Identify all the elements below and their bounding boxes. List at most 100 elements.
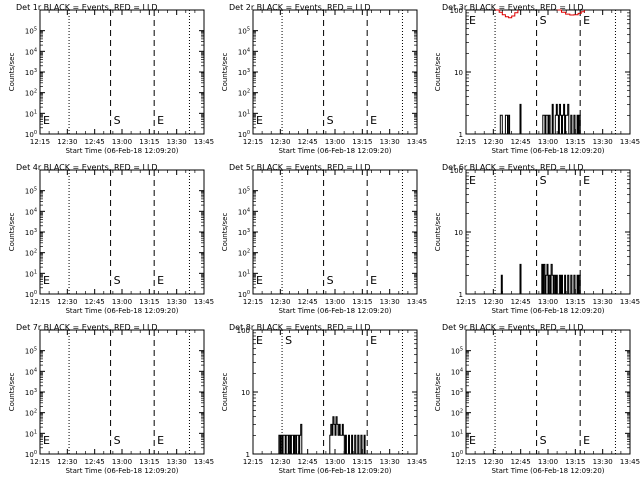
x-tick-label: 12:30 bbox=[270, 298, 290, 306]
y-axis-label: Counts/sec bbox=[8, 373, 16, 412]
y-axis-label: Counts/sec bbox=[434, 373, 442, 412]
panel-det-9r: Det 9r BLACK = Events, RED = LLD Counts/s… bbox=[434, 323, 640, 475]
y-tick-label: 104 bbox=[238, 207, 250, 216]
x-tick-label: 12:30 bbox=[270, 138, 290, 146]
x-axis-label: Start Time (06-Feb-18 12:09:20) bbox=[65, 147, 178, 155]
y-tick-label: 103 bbox=[25, 228, 37, 237]
panel-title: Det 9r BLACK = Events, RED = LLD bbox=[442, 323, 584, 332]
x-tick-label: 13:30 bbox=[593, 458, 613, 466]
x-tick-label: 12:45 bbox=[511, 458, 531, 466]
panel-det-4r: Det 4r BLACK = Events, RED = LLD Counts/s… bbox=[8, 163, 214, 315]
x-tick-label: 13:00 bbox=[538, 458, 558, 466]
x-tick-label: 13:15 bbox=[565, 138, 585, 146]
x-tick-label: 12:45 bbox=[85, 458, 105, 466]
x-tick-label: 13:15 bbox=[352, 458, 372, 466]
marker-e: E bbox=[43, 274, 50, 287]
marker-e: E bbox=[469, 14, 476, 27]
y-tick-label: 103 bbox=[25, 388, 37, 397]
y-tick-label: 101 bbox=[25, 429, 37, 438]
x-tick-label: 12:15 bbox=[243, 298, 263, 306]
panel-det-2r: Det 2r BLACK = Events, RED = LLD Counts/s… bbox=[221, 3, 427, 155]
x-tick-label: 13:30 bbox=[593, 298, 613, 306]
x-axis-label: Start Time (06-Feb-18 12:09:20) bbox=[491, 467, 604, 475]
y-tick-label: 105 bbox=[25, 347, 37, 356]
x-axis-label: Start Time (06-Feb-18 12:09:20) bbox=[491, 147, 604, 155]
x-tick-label: 12:30 bbox=[483, 458, 503, 466]
x-tick-label: 12:15 bbox=[456, 138, 476, 146]
y-tick-label: 103 bbox=[238, 68, 250, 77]
x-tick-label: 13:15 bbox=[139, 298, 159, 306]
panel-det-8r: Det 8r BLACK = Events, RED = LLD Counts/s… bbox=[221, 323, 427, 475]
y-tick-label: 100 bbox=[25, 450, 37, 459]
x-tick-label: 12:45 bbox=[85, 298, 105, 306]
x-tick-label: 13:30 bbox=[380, 138, 400, 146]
panel-title: Det 6r BLACK = Events, RED = LLD bbox=[442, 163, 584, 172]
marker-e: E bbox=[157, 434, 164, 447]
y-tick-label: 103 bbox=[25, 68, 37, 77]
y-tick-label: 101 bbox=[238, 269, 250, 278]
x-axis-label: Start Time (06-Feb-18 12:09:20) bbox=[278, 147, 391, 155]
y-tick-label: 100 bbox=[450, 7, 463, 15]
x-tick-label: 13:00 bbox=[325, 458, 345, 466]
marker-s: S bbox=[285, 334, 292, 347]
marker-e: E bbox=[583, 174, 590, 187]
x-tick-label: 13:00 bbox=[112, 458, 132, 466]
x-tick-label: 13:30 bbox=[593, 138, 613, 146]
x-tick-label: 12:45 bbox=[298, 138, 318, 146]
y-tick-label: 104 bbox=[25, 47, 37, 56]
y-tick-label: 101 bbox=[238, 109, 250, 118]
panel-title: Det 7r BLACK = Events, RED = LLD bbox=[16, 323, 158, 332]
x-tick-label: 13:30 bbox=[167, 458, 187, 466]
x-tick-label: 12:15 bbox=[30, 458, 50, 466]
y-tick-label: 101 bbox=[25, 109, 37, 118]
marker-e: E bbox=[256, 114, 263, 127]
x-tick-label: 13:15 bbox=[565, 458, 585, 466]
x-tick-label: 12:30 bbox=[57, 458, 77, 466]
x-axis-label: Start Time (06-Feb-18 12:09:20) bbox=[491, 307, 604, 315]
x-tick-label: 12:15 bbox=[30, 298, 50, 306]
marker-e: E bbox=[157, 274, 164, 287]
y-tick-label: 105 bbox=[25, 27, 37, 36]
x-tick-label: 13:45 bbox=[194, 138, 214, 146]
y-tick-label: 104 bbox=[238, 47, 250, 56]
marker-e: E bbox=[370, 274, 377, 287]
y-axis-label: Counts/sec bbox=[221, 373, 229, 412]
y-tick-label: 105 bbox=[451, 347, 463, 356]
x-tick-label: 12:30 bbox=[270, 458, 290, 466]
panel-det-1r: Det 1r BLACK = Events, RED = LLD Counts/s… bbox=[8, 3, 214, 155]
panel-title: Det 4r BLACK = Events, RED = LLD bbox=[16, 163, 158, 172]
x-tick-label: 12:15 bbox=[243, 138, 263, 146]
y-tick-label: 105 bbox=[25, 187, 37, 196]
x-tick-label: 13:45 bbox=[194, 298, 214, 306]
x-tick-label: 13:45 bbox=[407, 138, 427, 146]
marker-e: E bbox=[583, 434, 590, 447]
x-tick-label: 12:45 bbox=[298, 298, 318, 306]
x-tick-label: 13:00 bbox=[325, 138, 345, 146]
marker-s: S bbox=[540, 174, 547, 187]
series-events-line bbox=[495, 263, 581, 295]
marker-e: E bbox=[256, 334, 263, 347]
x-tick-label: 13:00 bbox=[325, 298, 345, 306]
marker-e: E bbox=[583, 14, 590, 27]
x-tick-label: 13:45 bbox=[620, 458, 640, 466]
x-tick-label: 12:30 bbox=[57, 138, 77, 146]
y-tick-label: 100 bbox=[237, 327, 250, 335]
x-tick-label: 13:15 bbox=[139, 138, 159, 146]
panel-det-5r: Det 5r BLACK = Events, RED = LLD Counts/s… bbox=[221, 163, 427, 315]
y-tick-label: 10 bbox=[454, 69, 463, 77]
panel-det-7r: Det 7r BLACK = Events, RED = LLD Counts/s… bbox=[8, 323, 214, 475]
x-axis-label: Start Time (06-Feb-18 12:09:20) bbox=[278, 467, 391, 475]
y-tick-label: 102 bbox=[25, 249, 37, 258]
x-tick-label: 13:30 bbox=[167, 138, 187, 146]
marker-s: S bbox=[327, 274, 334, 287]
x-tick-label: 13:30 bbox=[380, 298, 400, 306]
series-events-line bbox=[495, 103, 581, 135]
y-tick-label: 10 bbox=[241, 389, 250, 397]
y-axis-label: Counts/sec bbox=[8, 53, 16, 92]
marker-s: S bbox=[540, 14, 547, 27]
panel-title: Det 1r BLACK = Events, RED = LLD bbox=[16, 3, 158, 12]
marker-e: E bbox=[469, 174, 476, 187]
series-lld-line bbox=[495, 9, 519, 19]
y-tick-label: 105 bbox=[238, 27, 250, 36]
y-tick-label: 102 bbox=[238, 249, 250, 258]
